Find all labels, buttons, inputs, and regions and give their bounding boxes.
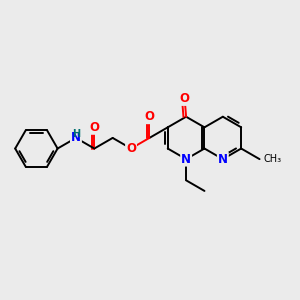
Text: N: N bbox=[181, 153, 191, 166]
Text: H: H bbox=[72, 129, 80, 139]
Text: O: O bbox=[180, 92, 190, 105]
Text: O: O bbox=[144, 110, 154, 123]
Text: N: N bbox=[218, 153, 228, 166]
Text: N: N bbox=[71, 131, 81, 144]
Text: O: O bbox=[89, 121, 99, 134]
Text: CH₃: CH₃ bbox=[264, 154, 282, 164]
Text: O: O bbox=[126, 142, 136, 155]
